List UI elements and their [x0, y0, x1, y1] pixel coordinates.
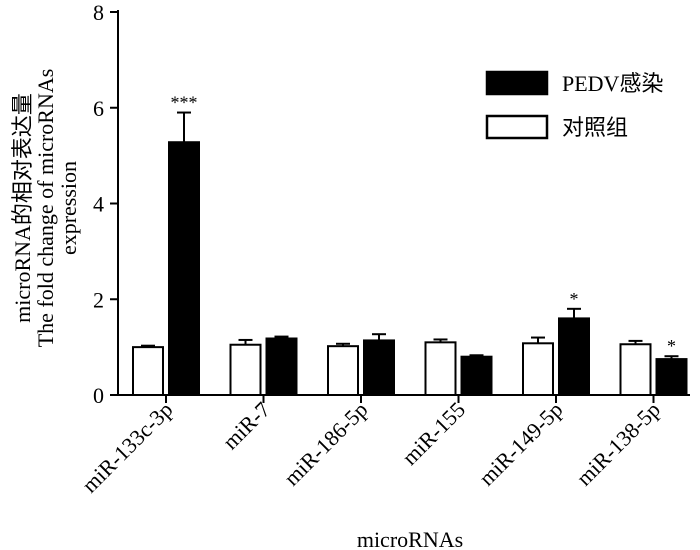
legend-swatch — [485, 114, 549, 140]
bar-pedv — [460, 355, 493, 397]
y-tick-label: 2 — [93, 287, 104, 312]
y-axis-title-line-1: microRNA的相对表达量 — [10, 93, 35, 323]
y-axis-title-line-2: The fold change of microRNAs — [33, 69, 58, 348]
bar-control — [132, 346, 164, 396]
x-tick-label: miR-133c-3p — [77, 397, 178, 498]
bar-pedv — [168, 141, 200, 396]
y-axis-title-line-3: expression — [56, 161, 81, 255]
x-tick-label: miR-155 — [397, 397, 470, 470]
significance-marker: * — [667, 336, 676, 356]
y-tick-label: 6 — [93, 96, 104, 121]
significance-marker: *** — [171, 93, 198, 113]
y-tick-label: 8 — [93, 0, 104, 25]
bar-control — [522, 342, 554, 397]
bar-pedv — [363, 339, 395, 396]
bar-pedv — [558, 317, 590, 396]
bar-control — [229, 343, 262, 397]
plot-area: 0 2 4 6 8 *** miR-133c-3p miR-7 miR-186-5p miR-15… — [77, 0, 690, 497]
bar-control — [424, 341, 457, 396]
bar-pedv — [655, 358, 688, 396]
significance-marker: * — [570, 289, 579, 309]
bar-control — [327, 345, 359, 397]
legend-swatch — [485, 70, 549, 96]
x-tick-label: miR-149-5p — [474, 397, 568, 491]
bar-control — [619, 343, 652, 397]
bar-pedv — [265, 337, 298, 397]
y-tick-label: 4 — [93, 192, 104, 217]
legend-label: PEDV感染 — [562, 71, 663, 96]
legend-label: 对照组 — [562, 115, 628, 140]
x-tick-label: miR-138-5p — [571, 397, 665, 491]
x-tick-label: miR-186-5p — [279, 397, 373, 491]
x-axis-title: microRNAs — [357, 527, 463, 550]
x-tick-label: miR-7 — [218, 397, 275, 454]
y-axis-title: microRNA的相对表达量 The fold change of microR… — [10, 69, 81, 348]
y-tick-label: 0 — [93, 383, 104, 408]
